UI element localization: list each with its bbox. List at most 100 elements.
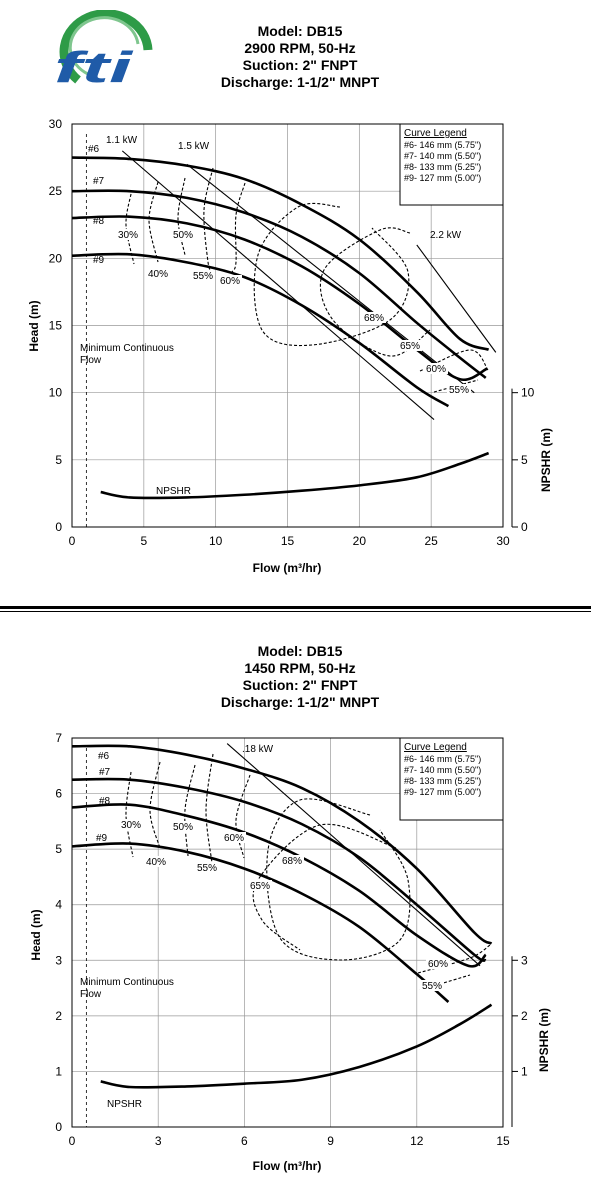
efficiency-label-bg: [119, 819, 143, 830]
efficiency-label: 55%: [193, 271, 213, 282]
x-tick-label: 3: [155, 1134, 162, 1148]
y-tick-label: 3: [55, 953, 62, 967]
efficiency-label-bg: [248, 880, 272, 891]
efficiency-curve: [419, 974, 471, 991]
efficiency-label: 55%: [422, 981, 442, 992]
y-tick-label: 0: [55, 1120, 62, 1134]
x-tick-label: 30: [496, 534, 510, 548]
efficiency-curve: [149, 761, 161, 849]
efficiency-label-bg: [280, 855, 304, 866]
x-tick-label: 5: [140, 534, 147, 548]
x-tick-label: 6: [241, 1134, 248, 1148]
y-tick-label: 20: [49, 251, 63, 265]
chart2-title-line: Suction: 2" FNPT: [242, 677, 358, 693]
efficiency-label-bg: [144, 856, 168, 867]
y2-tick-label: 3: [521, 953, 528, 967]
chart2-title-line: Model: DB15: [257, 643, 343, 659]
min-flow-label: Minimum Continuous Flow: [80, 343, 174, 366]
legend-entry: #9- 127 mm (5.00"): [404, 173, 481, 183]
efficiency-label-bg: [398, 340, 422, 351]
y-tick-label: 6: [55, 787, 62, 801]
min-flow-label: Minimum Continuous Flow: [80, 977, 174, 1000]
efficiency-curve: [184, 764, 196, 857]
legend-entry: #6- 146 mm (5.75"): [404, 754, 481, 764]
legend-entry: #7- 140 mm (5.50"): [404, 151, 481, 161]
legend-box: [399, 123, 504, 206]
efficiency-label: 55%: [449, 385, 469, 396]
y-tick-label: 1: [55, 1064, 62, 1078]
efficiency-label-bg: [362, 312, 386, 323]
head-curve-9: [71, 252, 450, 408]
efficiency-label-bg: [218, 275, 242, 286]
npshr-curve: [100, 1003, 493, 1089]
x-tick-label: 25: [424, 534, 438, 548]
efficiency-curve: [125, 771, 134, 858]
legend-entry: #6- 146 mm (5.75"): [404, 140, 481, 150]
y2-axis-label: NPSHR (m): [537, 1008, 551, 1072]
efficiency-curve: [319, 227, 431, 357]
power-line-label: 1.5 kW: [178, 141, 210, 152]
curve-label: #9: [93, 255, 105, 266]
power-line: [186, 163, 475, 394]
efficiency-label-bg: [146, 268, 170, 279]
efficiency-label: 40%: [146, 857, 166, 868]
efficiency-label: 50%: [173, 822, 193, 833]
x-tick-label: 0: [69, 1134, 76, 1148]
npshr-label: NPSHR: [107, 1099, 142, 1110]
chart2-title-line: 1450 RPM, 50-Hz: [244, 660, 356, 676]
efficiency-curve: [203, 167, 214, 273]
head-curve-7: [71, 777, 487, 962]
legend-title: Curve Legend: [404, 742, 467, 753]
chart1-title-line: Model: DB15: [257, 23, 343, 39]
x-tick-label: 9: [327, 1134, 334, 1148]
chart1-title-line: Discharge: 1-1/2" MNPT: [220, 74, 380, 90]
fti-logo: fti: [48, 9, 158, 94]
x-tick-label: 0: [69, 534, 76, 548]
y-axis-label: Head (m): [29, 909, 43, 960]
efficiency-label: 30%: [121, 820, 141, 831]
plot-frame: [71, 123, 504, 528]
efficiency-curve: [205, 753, 214, 864]
efficiency-label: 60%: [220, 276, 240, 287]
chart2-title: Model: DB15 1450 RPM, 50-Hz Suction: 2" …: [150, 643, 450, 711]
npshr-label: NPSHR: [156, 486, 191, 497]
efficiency-label-bg: [420, 980, 444, 991]
legend-entry: #9- 127 mm (5.00"): [404, 787, 481, 797]
efficiency-label: 65%: [250, 881, 270, 892]
legend-entry: #8- 133 mm (5.25"): [404, 162, 481, 172]
power-line-label: 1.1 kW: [106, 135, 138, 146]
curve-label: #9: [96, 833, 108, 844]
efficiency-label-bg: [116, 229, 140, 240]
y-tick-label: 10: [49, 386, 63, 400]
efficiency-curve: [266, 798, 411, 961]
efficiency-label: 68%: [364, 313, 384, 324]
y2-axis-label: NPSHR (m): [539, 428, 553, 492]
efficiency-label: 30%: [118, 230, 138, 241]
efficiency-curve: [252, 823, 397, 951]
efficiency-label: 68%: [282, 856, 302, 867]
y-axis-label: Head (m): [27, 300, 41, 351]
efficiency-label: 50%: [173, 230, 193, 241]
efficiency-label-bg: [171, 229, 195, 240]
x-axis-label: Flow (m³/hr): [253, 561, 322, 575]
efficiency-label: 65%: [400, 341, 420, 352]
y-tick-label: 15: [49, 319, 63, 333]
efficiency-curve: [177, 177, 186, 256]
divider: [0, 606, 591, 609]
curve-label: #7: [99, 767, 111, 778]
efficiency-label-bg: [222, 832, 246, 843]
efficiency-label: 60%: [428, 959, 448, 970]
x-axis-label: Flow (m³/hr): [253, 1159, 322, 1173]
power-line: [416, 244, 497, 353]
y-tick-label: 5: [55, 842, 62, 856]
y-tick-label: 0: [55, 520, 62, 534]
efficiency-curve: [417, 944, 491, 974]
y2-tick-label: 10: [521, 386, 535, 400]
efficiency-label-bg: [191, 270, 215, 281]
efficiency-label-bg: [426, 958, 450, 969]
head-curve-7: [71, 189, 487, 379]
efficiency-label: 55%: [197, 863, 217, 874]
curve-label: #8: [99, 796, 111, 807]
power-line-label: 2.2 kW: [430, 230, 462, 241]
